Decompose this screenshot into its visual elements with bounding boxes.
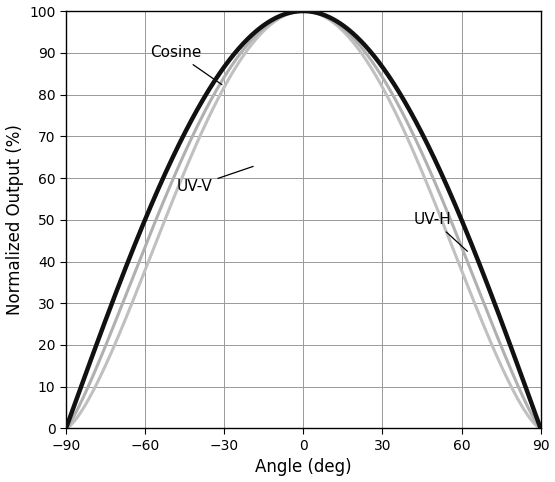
Text: UV-V: UV-V bbox=[176, 166, 253, 194]
Y-axis label: Normalized Output (%): Normalized Output (%) bbox=[6, 124, 23, 315]
X-axis label: Angle (deg): Angle (deg) bbox=[255, 458, 351, 476]
Text: UV-H: UV-H bbox=[414, 212, 467, 251]
Text: Cosine: Cosine bbox=[150, 45, 222, 85]
